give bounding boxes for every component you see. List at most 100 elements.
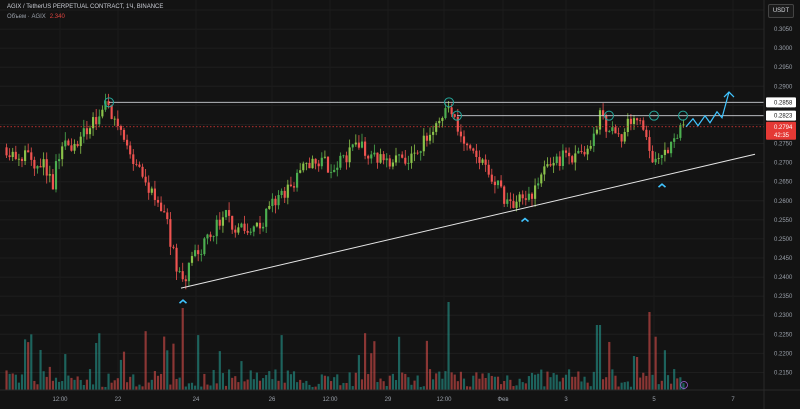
candle-body <box>503 186 506 204</box>
volume-bar <box>104 386 107 390</box>
volume-bar <box>286 370 289 390</box>
volume-bar <box>487 373 490 390</box>
candle-body <box>586 148 589 155</box>
candle-body <box>345 155 348 163</box>
candle-body <box>506 199 509 204</box>
volume-bar <box>345 382 348 390</box>
candle-body <box>246 230 249 233</box>
candle-body <box>493 181 496 186</box>
price-tick-label: 0.2750 <box>774 142 793 148</box>
projection-path <box>685 91 730 128</box>
candle-body <box>367 155 370 159</box>
volume-bar <box>623 382 626 390</box>
candle-body <box>5 147 8 156</box>
candle-body <box>666 149 670 154</box>
volume-bar <box>30 334 33 390</box>
volume-bar <box>156 375 160 390</box>
volume-bars <box>5 302 685 390</box>
price-label-current: 0.2794 42:35 <box>766 121 796 140</box>
volume-bar <box>558 381 561 390</box>
candle-body <box>416 152 419 154</box>
volume-bar <box>549 377 552 390</box>
candle-body <box>194 250 197 257</box>
candle-body <box>574 153 577 163</box>
volume-bar <box>237 382 240 390</box>
candle-body <box>540 174 543 184</box>
time-tick-label: 7 <box>731 397 735 403</box>
volume-bar <box>265 375 268 390</box>
volume-bar <box>187 383 190 390</box>
currency-button[interactable]: USDT <box>768 4 794 18</box>
candle-body <box>614 127 617 134</box>
volume-bar <box>246 379 249 390</box>
candle-body <box>33 159 36 169</box>
price-tick-label: 0.2400 <box>774 275 793 281</box>
candle-body <box>617 133 620 135</box>
volume-bar <box>469 386 472 390</box>
volume-bar <box>141 386 144 390</box>
candle-body <box>274 198 277 206</box>
volume-bar <box>515 385 518 390</box>
volume-bar <box>534 374 537 390</box>
candle-body <box>336 167 339 170</box>
volume-bar <box>394 380 398 390</box>
volume-bar <box>308 384 311 390</box>
volume-bar <box>92 384 95 390</box>
event-marker <box>680 381 688 389</box>
volume-bar <box>209 385 212 390</box>
volume-bar <box>107 373 110 390</box>
candle-body <box>487 164 490 175</box>
support-touch-chevron <box>657 183 667 188</box>
candle-body <box>8 155 11 158</box>
volume-bar <box>67 375 70 390</box>
candle-body <box>326 156 330 173</box>
projection-arrowhead <box>723 91 735 98</box>
price-axis[interactable]: 0.31000.30500.30000.29500.29000.28500.28… <box>763 0 796 409</box>
candle-body <box>351 144 354 148</box>
candle-body <box>459 131 462 137</box>
volume-bar <box>595 325 598 390</box>
volume-bar <box>119 359 122 390</box>
volume-bar <box>580 381 583 390</box>
candle-body <box>212 236 215 238</box>
volume-bar <box>45 376 48 390</box>
volume-bar <box>413 380 416 390</box>
volume-bar <box>518 378 521 390</box>
candle-body <box>67 140 70 146</box>
candle-body <box>14 151 17 160</box>
candle-body <box>475 150 478 157</box>
volume-bar <box>676 378 679 390</box>
volume-bar <box>651 374 654 390</box>
candle-body <box>221 217 224 226</box>
candle-body <box>651 150 654 163</box>
volume-bar <box>428 369 432 390</box>
candle-body <box>190 256 194 263</box>
volume-bar <box>432 379 435 390</box>
time-axis[interactable]: 12:00 22 24 26 12:00 29 12:00 Фев 3 5 7 <box>0 389 800 403</box>
volume-bar <box>234 376 237 390</box>
chart-annotations <box>0 91 764 389</box>
candle-body <box>382 154 385 161</box>
volume-legend: Объем · AGIX 2.340 <box>7 14 65 20</box>
volume-bar <box>240 361 243 390</box>
volume-bar <box>592 371 595 390</box>
candle-body <box>401 154 404 158</box>
time-tick-label: 12:00 <box>436 397 452 403</box>
volume-bar <box>552 373 555 390</box>
volume-bar <box>51 380 54 390</box>
candle-body <box>373 152 376 155</box>
candle-body <box>546 164 549 167</box>
candle-body <box>330 172 333 173</box>
candle-body <box>611 127 614 132</box>
volume-bar <box>132 374 135 390</box>
volume-bar <box>493 376 496 390</box>
price-tick-label: 0.2900 <box>774 84 793 90</box>
volume-bar <box>27 342 30 390</box>
volume-bar <box>61 381 64 390</box>
volume-bar <box>252 379 255 390</box>
volume-bar <box>175 378 178 390</box>
candle-body <box>280 190 283 196</box>
volume-bar <box>221 373 224 390</box>
volume-bar <box>456 381 459 390</box>
